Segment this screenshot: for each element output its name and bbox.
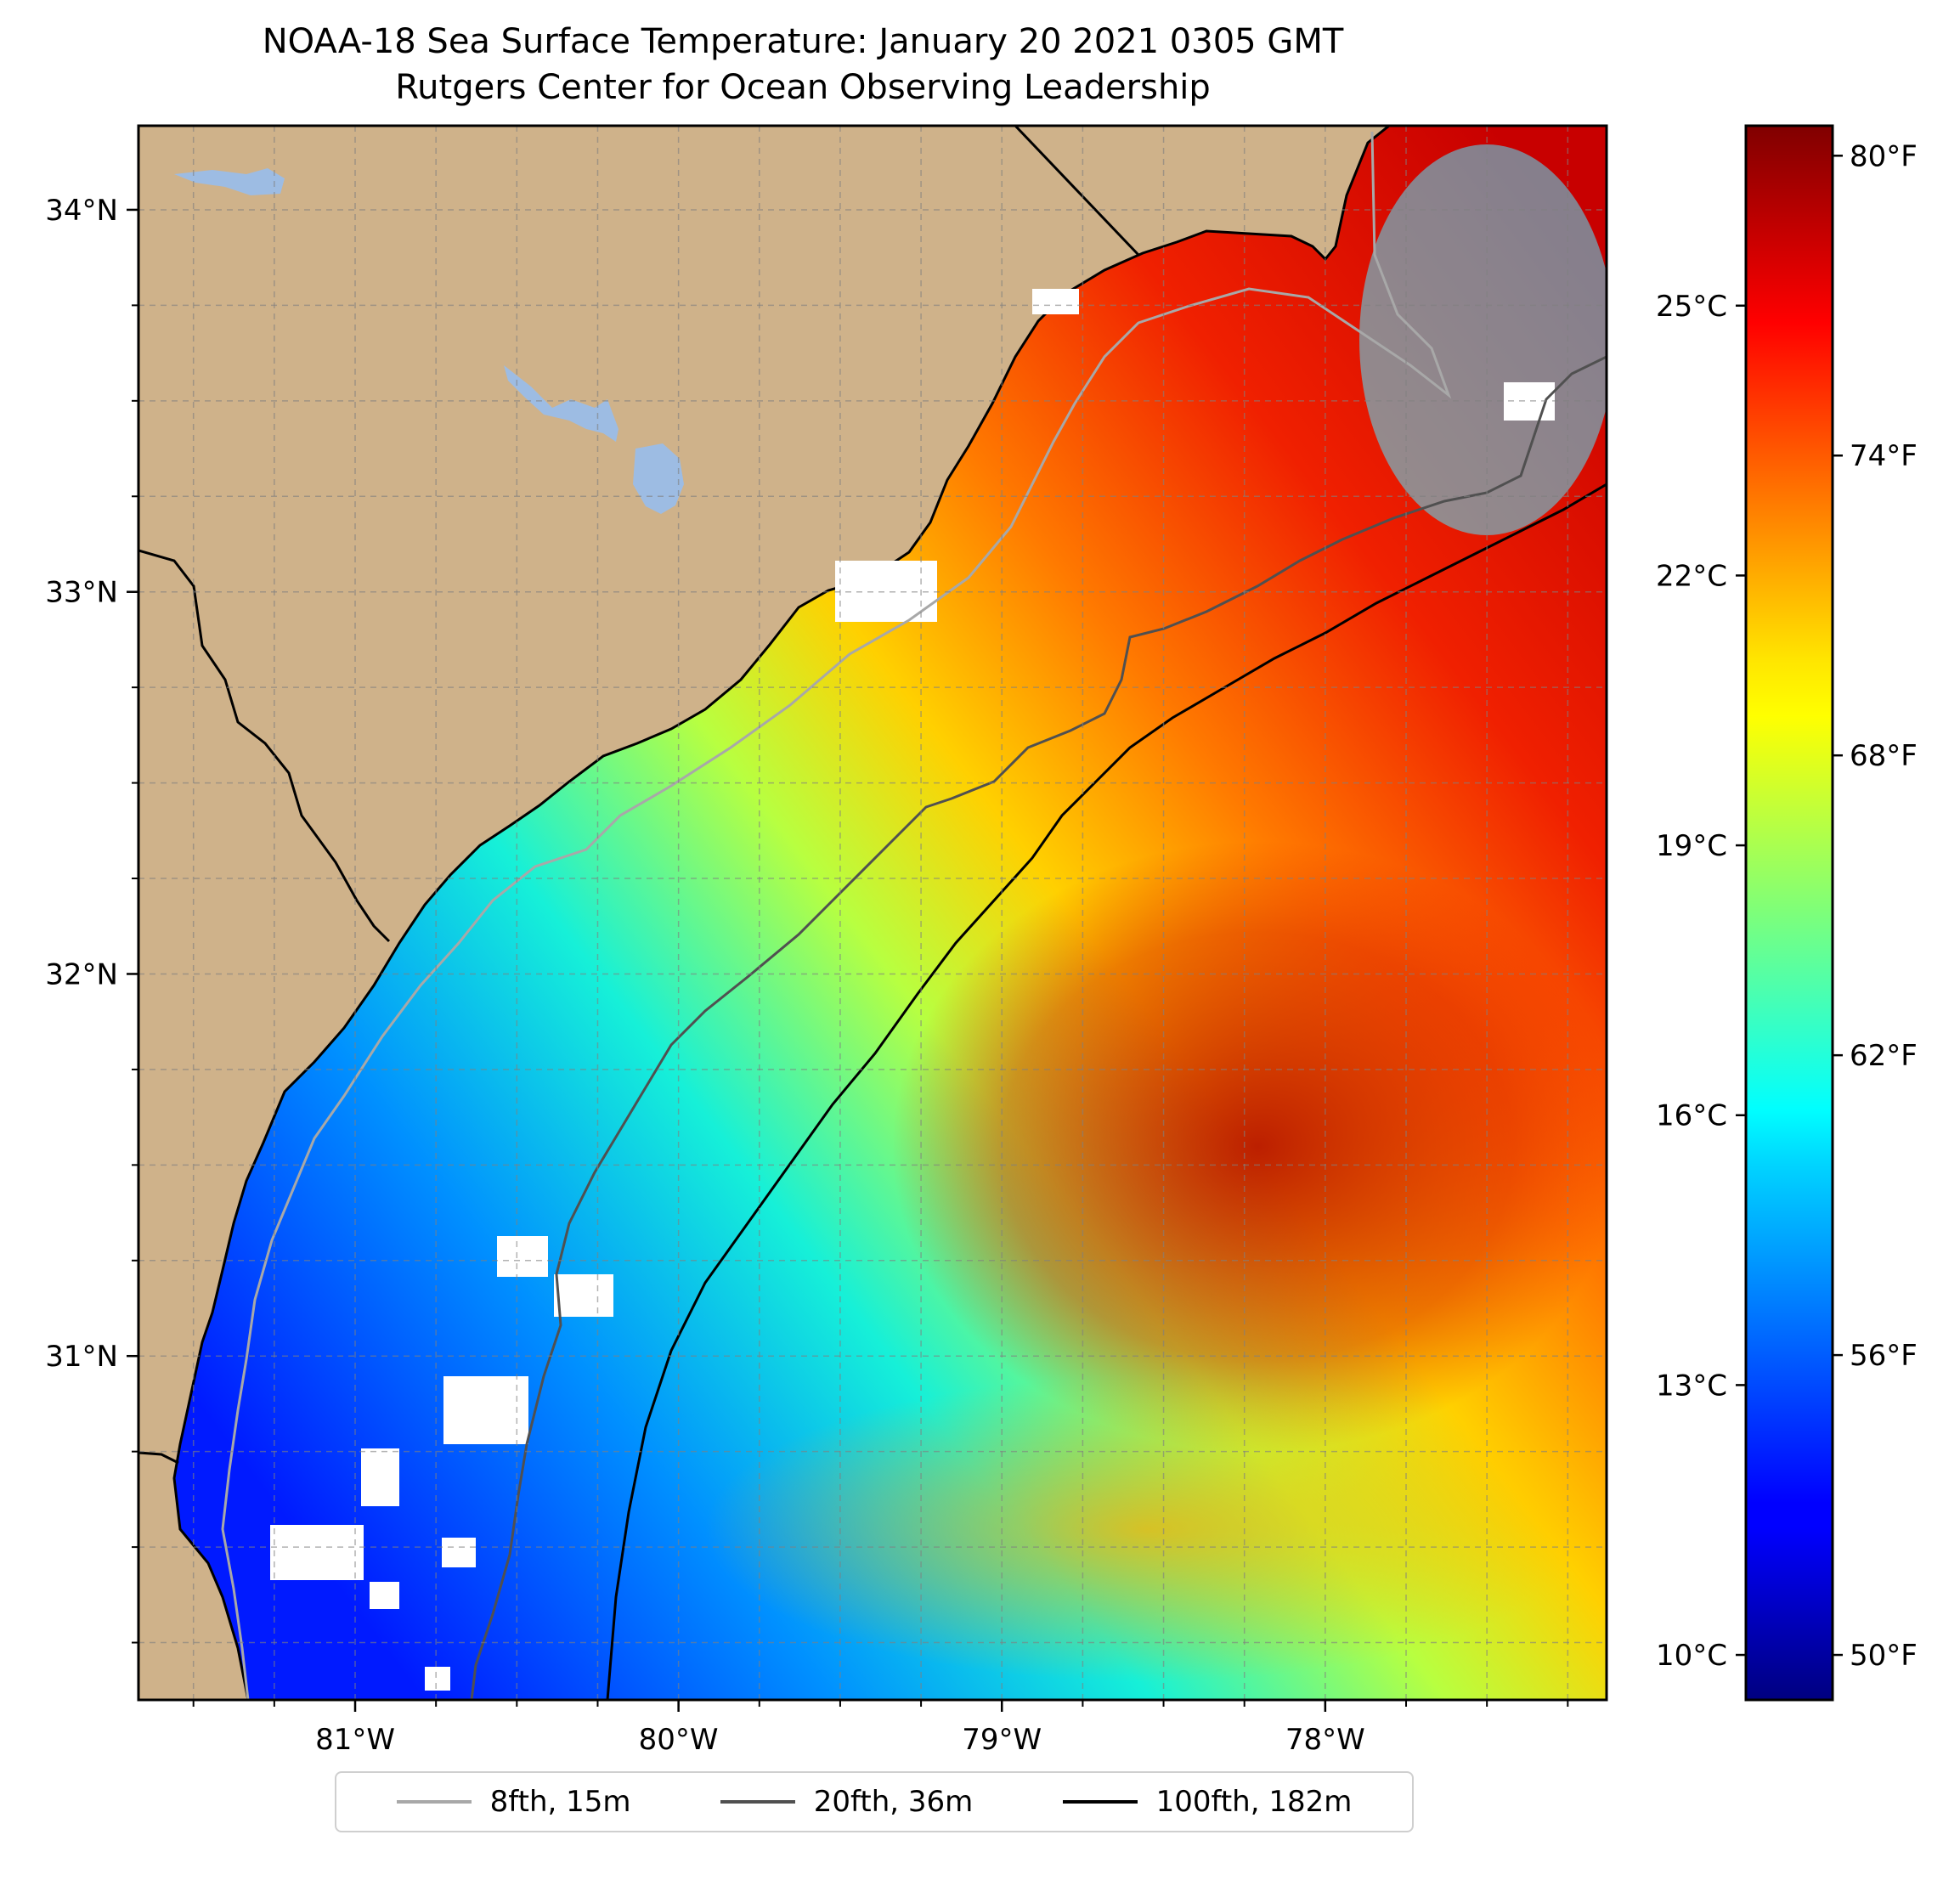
celsius-tick-label: 19°C [1656, 829, 1727, 863]
map-axes: 81°W 80°W 79°W 78°W 34°N 33°N 32°N 31°N [45, 194, 1569, 1757]
legend-line-8fth [396, 1800, 472, 1804]
lat-tick-label: 33°N [45, 576, 118, 610]
lat-tick-label: 32°N [45, 957, 118, 991]
state-borders [138, 126, 1140, 1465]
warm-patch [705, 1376, 1589, 1682]
fahrenheit-tick-label: 80°F [1850, 139, 1918, 173]
legend-label-100fth: 100fth, 182m [1155, 1785, 1353, 1819]
lake-wateree [174, 168, 285, 195]
warm-core [892, 841, 1607, 1453]
lake-marion [504, 365, 619, 442]
isobath-20fth-36m [470, 355, 1607, 1700]
map-subtitle: Rutgers Center for Ocean Observing Leade… [395, 68, 1211, 107]
colorbar [1744, 124, 1834, 1702]
legend-item-8fth: 8fth, 15m [396, 1785, 631, 1819]
legend-item-20fth: 20fth, 36m [720, 1785, 974, 1819]
fahrenheit-tick-label: 62°F [1850, 1039, 1918, 1073]
isobath-8fth-15m [221, 131, 1452, 1700]
lon-tick-label: 81°W [315, 1723, 395, 1757]
celsius-tick-label: 22°C [1656, 559, 1727, 593]
cool-shelf-patch [1359, 144, 1607, 535]
land [138, 126, 1392, 1700]
graticule [138, 126, 1607, 1700]
fahrenheit-tick-label: 50°F [1850, 1639, 1918, 1673]
map-frame [137, 124, 1608, 1702]
lon-tick-label: 78°W [1285, 1723, 1365, 1757]
legend-line-100fth [1062, 1800, 1138, 1804]
fahrenheit-tick-label: 74°F [1850, 439, 1918, 473]
lat-tick-label: 34°N [45, 194, 118, 228]
lat-tick-label: 31°N [45, 1340, 118, 1374]
celsius-tick-label: 25°C [1656, 290, 1727, 324]
celsius-tick-label: 13°C [1656, 1369, 1727, 1403]
fahrenheit-tick-label: 56°F [1850, 1339, 1918, 1373]
celsius-tick-label: 16°C [1656, 1099, 1727, 1133]
fahrenheit-tick-label: 68°F [1850, 739, 1918, 773]
legend-line-20fth [720, 1800, 795, 1804]
legend-label-20fth: 20fth, 36m [813, 1785, 974, 1819]
lon-tick-label: 79°W [962, 1723, 1042, 1757]
lon-tick-label: 80°W [639, 1723, 719, 1757]
celsius-tick-label: 10°C [1656, 1639, 1727, 1673]
legend-item-100fth: 100fth, 182m [1062, 1785, 1353, 1819]
isobath-100fth-182m [606, 483, 1607, 1700]
map-title: NOAA-18 Sea Surface Temperature: January… [262, 22, 1344, 61]
map-plot-area [138, 126, 1607, 1700]
no-data-patches [270, 289, 1555, 1691]
colorbar-axes: 10°C 13°C 16°C 19°C 22°C 25°C 50°F 56°F 62°F 68°F… [1656, 139, 1918, 1673]
legend-label-8fth: 8fth, 15m [489, 1785, 631, 1819]
isobath-legend: 8fth, 15m 20fth, 36m 100fth, 182m [335, 1771, 1414, 1832]
